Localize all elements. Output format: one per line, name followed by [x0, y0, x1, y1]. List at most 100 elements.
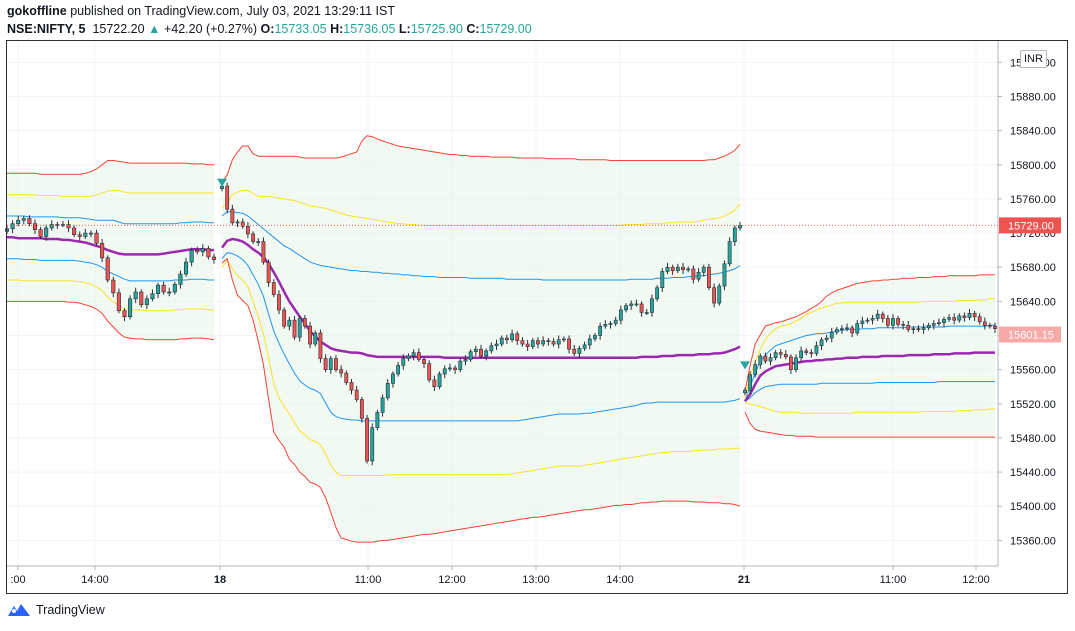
candle: [473, 345, 478, 356]
candle: [670, 264, 675, 275]
candle-body: [530, 340, 535, 347]
footer-branding[interactable]: TradingView: [7, 603, 105, 617]
candle-body: [712, 287, 717, 304]
candle: [829, 327, 834, 343]
candle-body: [567, 338, 571, 350]
candle-body: [375, 412, 380, 429]
candle: [809, 349, 814, 358]
candle: [603, 320, 608, 329]
x-tick-label: 14:00: [81, 574, 109, 586]
x-tick-label: 11:00: [355, 574, 382, 586]
candle-body: [696, 272, 701, 280]
x-tick-label: 12:00: [962, 574, 990, 586]
candle: [814, 341, 819, 356]
candle-body: [282, 309, 287, 327]
candle-body: [359, 399, 364, 419]
x-tick-label: 14:00: [606, 574, 634, 586]
candle: [551, 338, 556, 347]
candle-body: [753, 364, 758, 376]
up-arrow-icon: ▲: [148, 22, 161, 36]
symbol-label[interactable]: NSE:NIFTY, 5: [7, 22, 86, 36]
candle: [931, 320, 936, 330]
candle-body: [432, 379, 437, 388]
candle: [778, 349, 783, 359]
candle-body: [870, 318, 875, 321]
candle: [206, 245, 211, 260]
candle-body: [385, 383, 390, 399]
candle: [629, 300, 634, 310]
candle: [556, 335, 561, 349]
candle-body: [885, 318, 890, 326]
price-label-bg: [999, 217, 1061, 234]
plot-area: [4, 41, 998, 566]
candle-body: [448, 367, 452, 370]
candle-body: [427, 363, 432, 381]
candle: [156, 282, 161, 298]
candle: [83, 228, 88, 240]
candle-body: [380, 397, 385, 413]
candle-body: [406, 355, 411, 359]
candle: [901, 321, 906, 330]
candle-body: [717, 285, 722, 304]
candle-body: [896, 318, 900, 325]
candle: [789, 354, 793, 374]
candle-body: [582, 344, 587, 349]
band-line: [7, 279, 214, 312]
candle: [546, 338, 551, 346]
candle-body: [891, 318, 895, 326]
candle-body: [94, 232, 99, 244]
candle-body: [504, 337, 509, 341]
candle-body: [122, 310, 127, 318]
candle: [195, 246, 200, 255]
candle: [100, 239, 105, 263]
candle: [840, 325, 844, 334]
band-line: [744, 324, 995, 401]
y-tick-label: 15560.00: [1010, 365, 1056, 377]
candle: [365, 414, 369, 464]
candle-body: [100, 243, 105, 259]
candle-body: [66, 224, 71, 229]
candle: [936, 318, 941, 327]
candle: [139, 289, 144, 308]
author-name[interactable]: gokoffline: [7, 4, 67, 18]
candle: [256, 238, 261, 246]
candle: [783, 350, 788, 360]
candle: [567, 335, 571, 354]
candle-body: [799, 350, 804, 359]
candle: [957, 313, 962, 323]
x-tick-label: 18: [214, 574, 226, 586]
candle: [896, 315, 900, 327]
candle: [230, 204, 235, 226]
candle-body: [458, 360, 463, 370]
price-label: 15601.15: [1008, 330, 1054, 342]
candle: [339, 365, 344, 378]
candle-body: [655, 287, 660, 300]
candle: [891, 314, 895, 330]
candle-body: [952, 317, 957, 321]
candle: [144, 295, 149, 310]
candle: [183, 257, 189, 277]
candle-body: [111, 279, 116, 294]
candle: [608, 321, 613, 329]
candle-body: [691, 268, 696, 280]
band-line: [221, 211, 741, 281]
candle: [525, 339, 530, 351]
candle-body: [525, 343, 530, 347]
candle-body: [644, 312, 649, 314]
candle: [712, 283, 717, 308]
candle: [875, 309, 880, 321]
candle-body: [308, 325, 312, 345]
y-tick-label: 15840.00: [1010, 126, 1056, 138]
candle-body: [10, 223, 15, 230]
currency-label[interactable]: INR: [1020, 50, 1047, 68]
candle: [696, 268, 701, 282]
candle: [72, 225, 77, 238]
candle: [707, 263, 711, 291]
candle-body: [639, 303, 644, 313]
candle: [448, 363, 452, 372]
candle-body: [732, 227, 737, 242]
candle-body: [479, 348, 483, 357]
candle: [850, 325, 855, 338]
candle: [634, 299, 639, 307]
